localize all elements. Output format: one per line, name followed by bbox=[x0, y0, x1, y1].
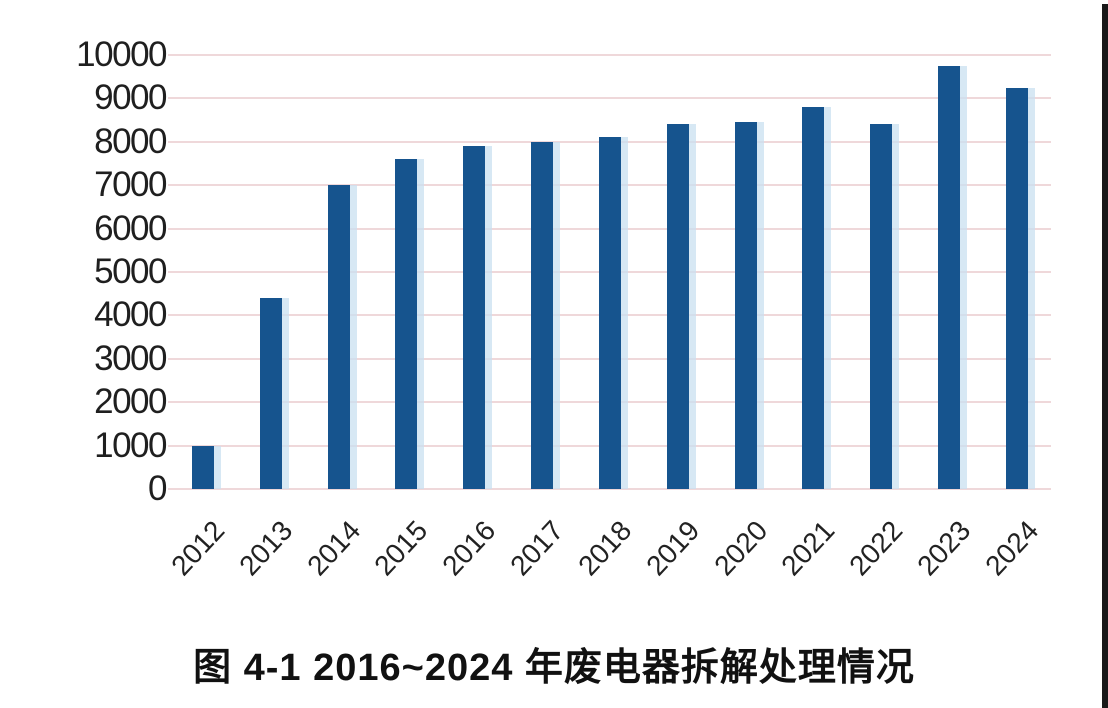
y-tick-label-4000: 4000 bbox=[94, 295, 167, 335]
bar-highlight-2013 bbox=[282, 298, 289, 489]
bar-2016 bbox=[463, 146, 485, 489]
chart-plot-area bbox=[168, 54, 1051, 490]
y-tick-label-7000: 7000 bbox=[94, 165, 167, 205]
bar-highlight-2016 bbox=[485, 146, 492, 489]
bar-2017 bbox=[531, 142, 553, 489]
bar-2014 bbox=[328, 185, 350, 489]
gridline-10000 bbox=[168, 54, 1051, 56]
bar-highlight-2021 bbox=[824, 107, 831, 489]
bar-2013 bbox=[260, 298, 282, 489]
bar-highlight-2023 bbox=[960, 66, 967, 489]
bar-highlight-2024 bbox=[1028, 88, 1035, 489]
bar-highlight-2017 bbox=[553, 142, 560, 489]
bar-highlight-2014 bbox=[350, 185, 357, 489]
y-tick-label-6000: 6000 bbox=[94, 208, 167, 248]
y-tick-label-5000: 5000 bbox=[94, 252, 167, 291]
bar-2019 bbox=[667, 124, 689, 489]
bar-highlight-2018 bbox=[621, 137, 628, 489]
y-tick-label-1000: 1000 bbox=[94, 425, 167, 465]
y-tick-label-9000: 9000 bbox=[94, 78, 167, 118]
y-tick-label-10000: 10000 bbox=[76, 35, 167, 74]
bar-2023 bbox=[938, 66, 960, 489]
y-tick-label-8000: 8000 bbox=[94, 121, 167, 161]
gridline-9000 bbox=[168, 97, 1051, 100]
bar-highlight-2012 bbox=[214, 446, 221, 489]
bar-2020 bbox=[735, 122, 757, 489]
bar-2012 bbox=[192, 446, 214, 489]
bar-2024 bbox=[1006, 88, 1028, 489]
window-edge-divider bbox=[1102, 4, 1108, 708]
y-tick-label-0: 0 bbox=[148, 469, 167, 508]
bar-highlight-2019 bbox=[689, 124, 696, 489]
bar-highlight-2015 bbox=[417, 159, 424, 489]
figure-caption: 图 4-1 2016~2024 年废电器拆解处理情况 bbox=[193, 647, 915, 689]
bar-highlight-2022 bbox=[892, 124, 899, 489]
y-tick-label-3000: 3000 bbox=[94, 338, 167, 378]
gridline-0 bbox=[168, 488, 1051, 490]
bar-2021 bbox=[802, 107, 824, 489]
bar-2018 bbox=[599, 137, 621, 489]
bar-highlight-2020 bbox=[757, 122, 764, 489]
bar-2015 bbox=[395, 159, 417, 489]
y-tick-label-2000: 2000 bbox=[94, 382, 167, 422]
bar-2022 bbox=[870, 124, 892, 489]
